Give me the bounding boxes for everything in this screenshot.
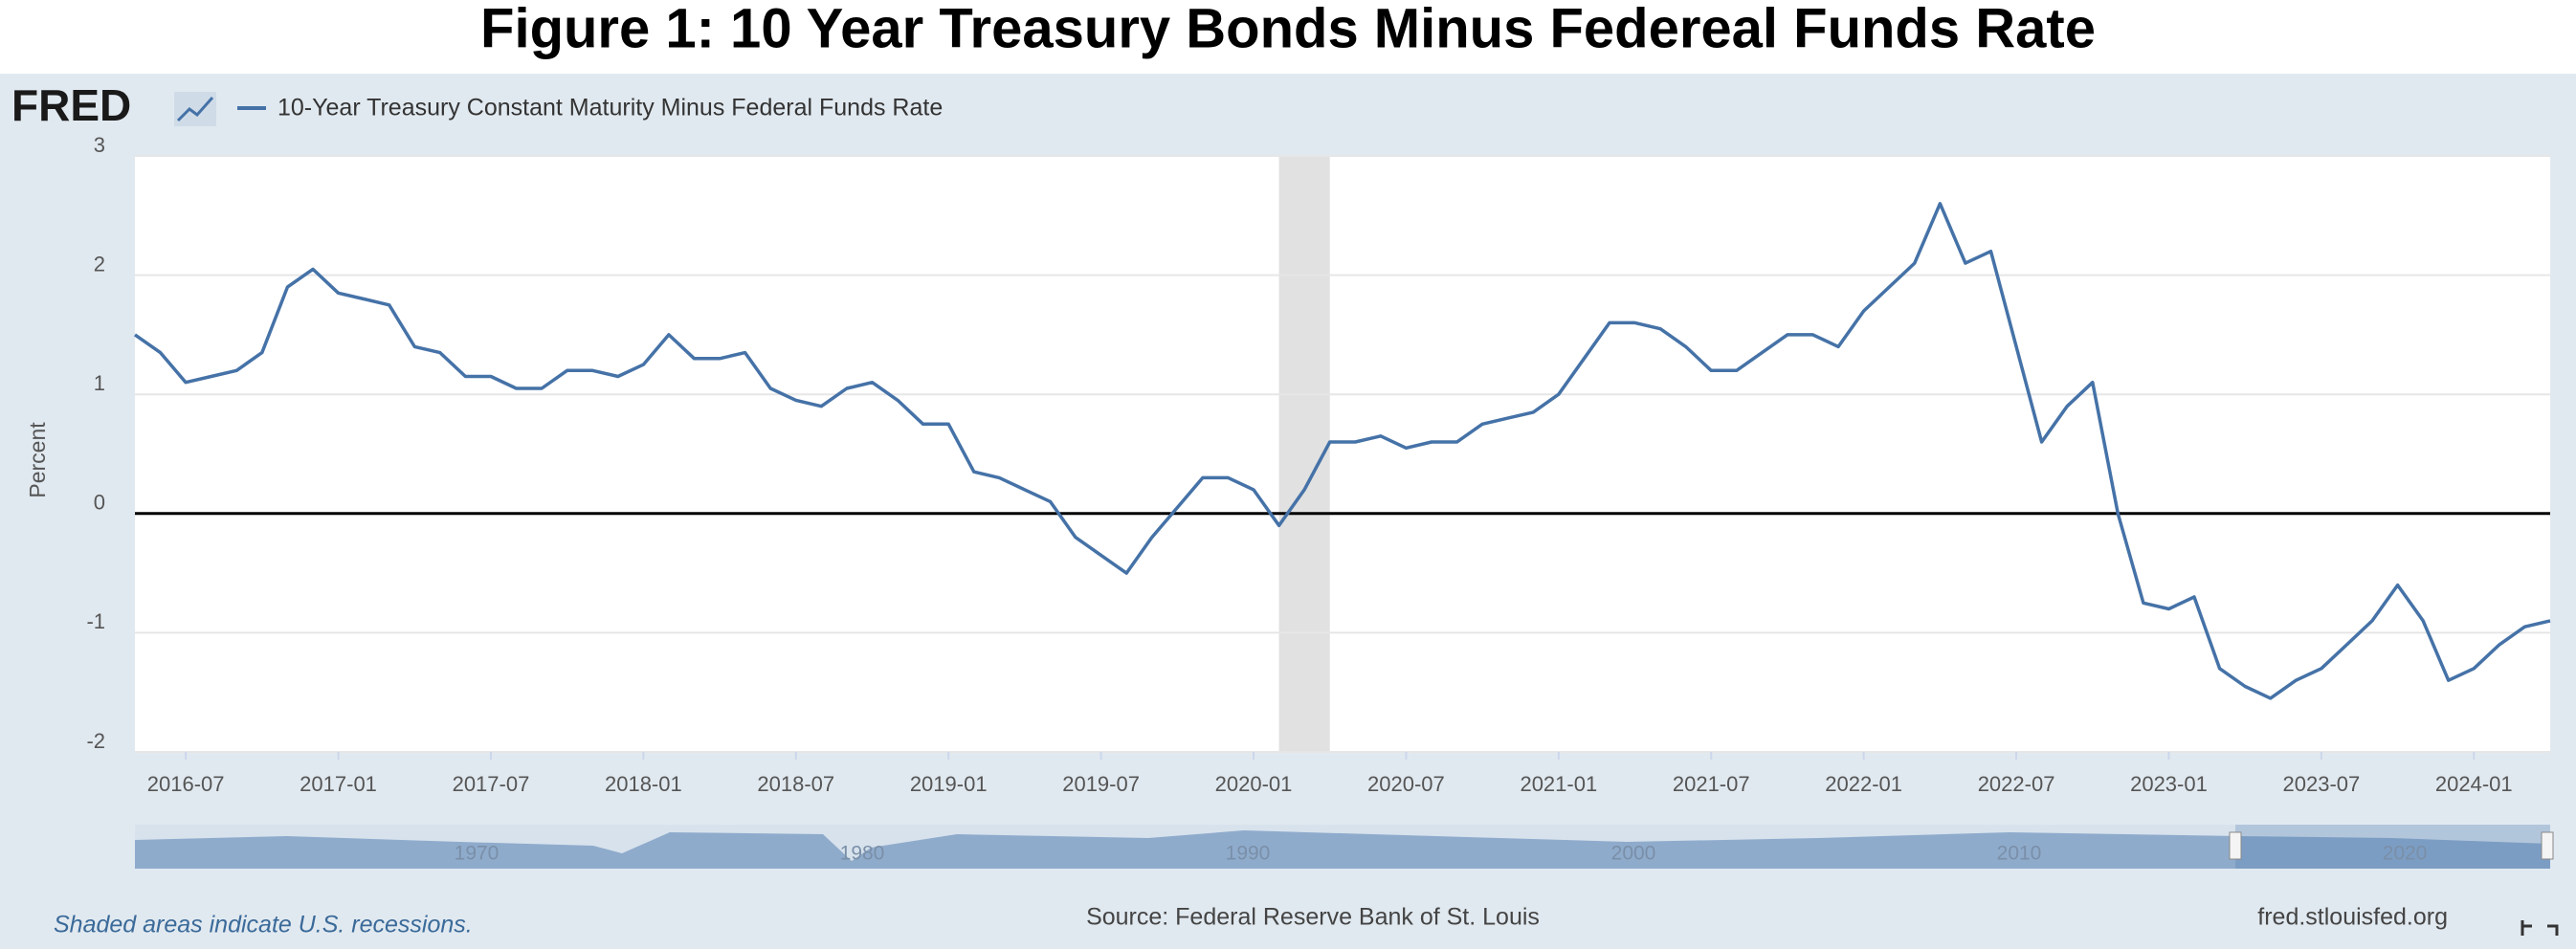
x-tick-label: 2019-07 bbox=[1062, 772, 1140, 796]
plot-layer bbox=[133, 155, 2551, 760]
legend-label: 10-Year Treasury Constant Maturity Minus… bbox=[278, 95, 943, 121]
navigator-label: 2020 bbox=[2383, 843, 2428, 865]
logo-icon bbox=[174, 92, 216, 126]
navigator-handle[interactable] bbox=[2541, 831, 2554, 860]
navigator-selection bbox=[2235, 825, 2550, 869]
navigator-handle[interactable] bbox=[2229, 831, 2242, 860]
y-tick-label: -1 bbox=[86, 609, 105, 633]
y-axis-label: Percent bbox=[25, 422, 50, 498]
x-tick-label: 2021-01 bbox=[1520, 772, 1597, 796]
navigator-label: 1980 bbox=[840, 843, 885, 865]
navigator-label: 1970 bbox=[455, 843, 500, 865]
x-tick-label: 2022-01 bbox=[1825, 772, 1902, 796]
y-tick-label: 2 bbox=[94, 252, 105, 276]
x-tick-label: 2017-01 bbox=[300, 772, 377, 796]
x-tick-label: 2018-01 bbox=[605, 772, 682, 796]
series-line bbox=[133, 202, 2551, 700]
x-tick-label: 2020-07 bbox=[1367, 772, 1445, 796]
x-tick-label: 2016-07 bbox=[147, 772, 225, 796]
fullscreen-icon-path[interactable] bbox=[2520, 920, 2559, 936]
plot-area bbox=[135, 156, 2550, 752]
x-tick-label: 2024-01 bbox=[2435, 772, 2513, 796]
navigator-series bbox=[135, 830, 2550, 869]
recession-band bbox=[1278, 156, 1330, 752]
fullscreen-icon[interactable] bbox=[2520, 920, 2559, 936]
logo-icon-box bbox=[174, 92, 216, 126]
y-tick-label: 3 bbox=[94, 133, 105, 157]
x-tick-label: 2017-07 bbox=[453, 772, 530, 796]
site: fred.stlouisfed.org bbox=[2257, 904, 2448, 931]
x-tick-label: 2022-07 bbox=[1978, 772, 2055, 796]
x-tick-label: 2023-01 bbox=[2130, 772, 2208, 796]
x-tick-label: 2023-07 bbox=[2283, 772, 2361, 796]
logo-icon-line bbox=[176, 97, 214, 122]
x-tick-label: 2019-01 bbox=[910, 772, 988, 796]
source: Source: Federal Reserve Bank of St. Loui… bbox=[1086, 904, 1540, 931]
recession-note: Shaded areas indicate U.S. recessions. bbox=[54, 912, 473, 938]
x-tick-label: 2021-07 bbox=[1673, 772, 1750, 796]
navigator-label: 2000 bbox=[1611, 843, 1656, 865]
y-tick-label: 0 bbox=[94, 491, 105, 515]
logo: FRED bbox=[11, 80, 131, 130]
navigator: 1970 1980 1990 2000 2010 2020 bbox=[135, 825, 2554, 869]
y-tick-label: -2 bbox=[86, 729, 105, 753]
navigator-label: 1990 bbox=[1226, 843, 1271, 865]
x-tick-label: 2018-07 bbox=[757, 772, 834, 796]
x-tick-label: 2020-01 bbox=[1215, 772, 1293, 796]
y-tick-label: 1 bbox=[94, 371, 105, 395]
navigator-label: 2010 bbox=[1997, 843, 2042, 865]
chart-title: Figure 1: 10 Year Treasury Bonds Minus F… bbox=[480, 0, 2096, 59]
